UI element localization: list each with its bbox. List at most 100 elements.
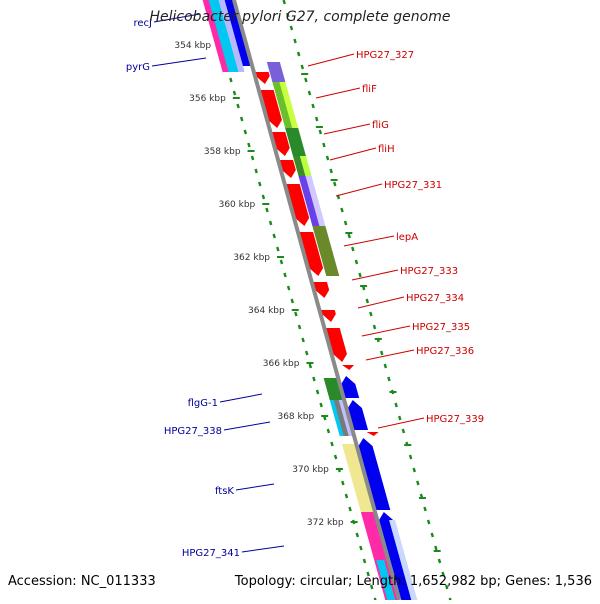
tick-dot: [301, 337, 305, 343]
tick-marks-layer: 354 kbp 356 kbp 358 kbp 360 kbp 362 kbp 364 k…: [174, 0, 453, 603]
gene-block: [389, 520, 418, 600]
tick-dot: [289, 25, 294, 31]
tick-dot: [444, 584, 449, 590]
tick-dot: [362, 558, 367, 564]
tick-dot: [369, 311, 373, 317]
feature-label-forward: fliG: [372, 120, 389, 131]
tick-dot: [243, 129, 248, 135]
tick-dot: [326, 428, 331, 434]
feature-label-forward: HPG27_333: [400, 266, 458, 277]
tick-dot: [297, 324, 302, 330]
tick-dot: [304, 350, 309, 356]
feature-label-reverse: HPG27_341: [182, 548, 240, 559]
feature-label-forward: HPG27_327: [356, 50, 414, 61]
tick-dot: [340, 207, 344, 213]
tick-dot: [279, 259, 284, 265]
tick-dot: [296, 51, 301, 57]
gene-block: [224, 0, 251, 66]
label-leader: [351, 269, 399, 281]
scale-tick-label: 354 kbp: [174, 41, 211, 51]
tick-dot: [268, 220, 273, 226]
tick-dot: [261, 194, 266, 200]
label-leader: [357, 296, 405, 309]
tick-dot: [258, 181, 262, 187]
gene-block: [279, 82, 299, 128]
tick-dot: [294, 311, 298, 317]
feature-label-forward: lepA: [396, 232, 418, 243]
gene-block: [266, 62, 286, 82]
tick-dot: [304, 77, 308, 83]
gene-block: [312, 226, 340, 276]
tick-dot: [330, 441, 334, 447]
gene-block: [208, 0, 239, 72]
scale-tick-label: 370 kbp: [292, 465, 329, 475]
scale-tick-label: 366 kbp: [263, 359, 300, 369]
label-leader: [235, 483, 275, 491]
gene-block: [285, 128, 306, 156]
tick-dot: [333, 454, 338, 460]
tick-dot: [247, 142, 251, 148]
tick-dot: [314, 116, 319, 122]
label-leader: [377, 417, 425, 429]
tick-dot: [308, 363, 313, 369]
label-leader: [335, 183, 383, 197]
gene-arrow-reverse: [341, 376, 360, 398]
backbone-layer: [232, 0, 402, 601]
feature-label-forward: HPG27_336: [416, 346, 474, 357]
tick-dot: [329, 168, 333, 174]
gene-arrow-forward: [285, 184, 310, 226]
tick-dot: [347, 233, 351, 239]
tick-dot: [300, 64, 305, 70]
label-leader: [219, 393, 263, 403]
label-leader: [307, 53, 355, 67]
gene-arrow-forward: [325, 328, 347, 362]
tick-dot: [369, 584, 374, 590]
tick-dot: [426, 519, 431, 525]
scale-tick-label: 356 kbp: [189, 94, 226, 104]
tick-dot: [341, 480, 345, 486]
label-leader: [315, 87, 361, 99]
tick-dot: [318, 129, 323, 135]
tick-dot: [239, 116, 244, 122]
label-leader: [361, 325, 411, 337]
gene-block: [333, 400, 350, 436]
label-leader: [151, 57, 207, 67]
gene-arrow-forward: [259, 90, 282, 128]
tick-dot: [282, 0, 286, 5]
gene-arrow-forward: [342, 365, 355, 370]
gene-arrow-forward: [299, 232, 324, 276]
feature-label-reverse: pyrG: [126, 62, 150, 73]
feature-label-forward: fliF: [362, 84, 377, 95]
tick-dot: [229, 77, 233, 83]
gene-arrow-forward: [320, 310, 336, 322]
tick-dot: [365, 298, 370, 304]
tick-dot: [366, 571, 370, 577]
tick-dot: [358, 272, 362, 278]
gene-arrow-forward: [279, 160, 296, 178]
tick-dot: [430, 532, 435, 538]
tick-dot: [290, 298, 295, 304]
tick-dot: [250, 155, 255, 161]
tick-dot: [383, 363, 388, 369]
tick-dot: [293, 38, 297, 44]
gene-block: [305, 176, 326, 226]
tick-dot: [412, 467, 416, 473]
tick-dot: [416, 480, 420, 486]
scale-tick-label: 360 kbp: [219, 200, 256, 210]
tick-dot: [236, 103, 240, 109]
genome-backbone: [232, 0, 402, 601]
scale-tick-label: 368 kbp: [277, 412, 314, 422]
feature-label-forward: HPG27_339: [426, 414, 484, 425]
label-leader: [329, 147, 377, 161]
tick-dot: [319, 402, 323, 408]
tick-dot: [401, 428, 406, 434]
tick-dot: [394, 402, 398, 408]
feature-label-forward: fliH: [378, 144, 395, 155]
tick-dot: [276, 246, 280, 252]
tick-dot: [372, 324, 377, 330]
tick-dot: [355, 532, 360, 538]
scale-tick-label: 372 kbp: [307, 518, 344, 528]
tick-dot: [322, 142, 326, 148]
